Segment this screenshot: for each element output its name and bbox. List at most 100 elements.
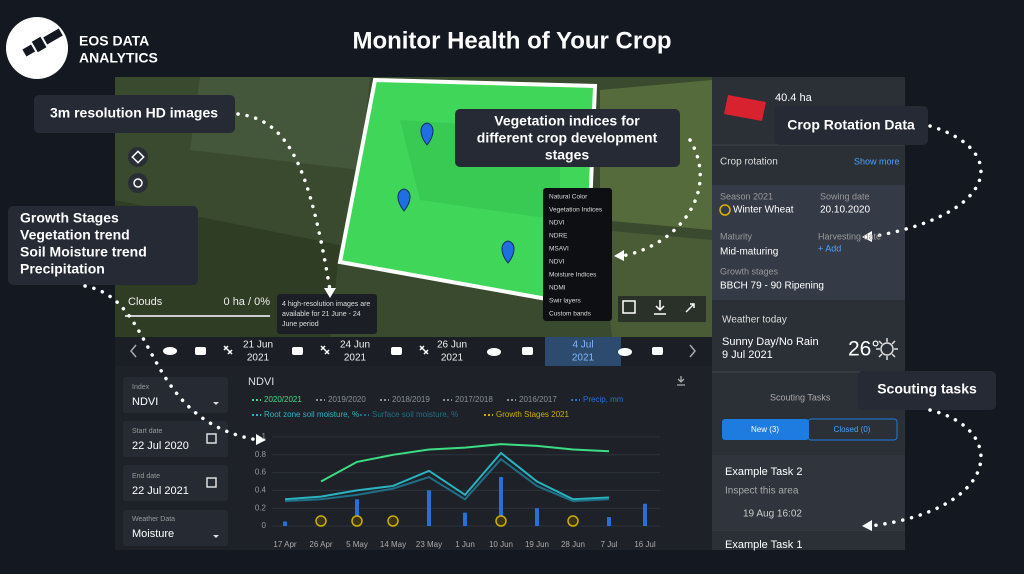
callout: Vegetation indices for [494,113,640,129]
legend-label: 2018/2019 [392,395,430,404]
logo-satellite [22,28,63,57]
index-menu-item: NDMI [549,285,566,292]
growth-stage-marker [351,515,363,527]
legend-label: Growth Stages 2021 [496,410,569,419]
y-tick-label: 0.8 [255,450,267,459]
timeline-date: 26 Jun [437,340,467,351]
precip-bar [535,508,539,526]
filter-value: NDVI [132,396,158,408]
growth-stage-marker [387,515,399,527]
index-menu-item: Vegetation Indices [549,207,603,214]
legend-label: 2019/2020 [328,395,366,404]
timeline-date: 21 Jun [243,340,273,351]
label: Harvesting date [818,231,881,241]
series-line [284,457,610,503]
value: 20.10.2020 [820,205,870,216]
label: Sowing date [820,191,870,201]
x-tick-label: 5 May [346,540,368,549]
legend-label: Precip, mm [583,395,624,404]
clouds-label: Clouds [128,296,163,308]
map-tooltip: available for 21 June - 24 [282,311,361,318]
callout: different crop development [477,130,658,146]
filter-label: End date [132,473,160,480]
tab-new[interactable] [722,419,809,440]
legend-label: 2020/2021 [264,395,302,404]
temperature: 26° [848,338,880,361]
field-shape [724,95,766,121]
map-tooltip: June period [282,321,319,328]
value: Sunny Day/No Rain [722,336,819,348]
y-tick-label: 0.2 [255,503,267,512]
index-menu-item: Custom bands [549,311,592,318]
season-card [712,185,905,300]
x-tick-label: 26 Apr [309,540,332,549]
growth-stage-marker [567,515,579,527]
timeline-selected [545,337,621,366]
timeline-date: 2021 [344,353,367,364]
timeline-date: 24 Jun [340,340,370,351]
tab-closed[interactable] [807,418,898,441]
filter-icons [206,376,685,538]
chart-title: NDVI [248,376,274,388]
value: Winter Wheat [733,205,794,216]
precip-bar [499,477,503,526]
x-tick-label: 1 Jun [455,540,475,549]
index-menu-item: Natural Color [549,194,588,201]
timeline-date: 2021 [441,353,464,364]
index-menu-item: MSAVI [549,246,569,253]
precip-bar [643,503,647,526]
field-area: 40.4 ha [775,92,813,104]
callout: Growth Stages [20,210,119,226]
callout: Scouting tasks [877,381,977,397]
label: Maturity [720,231,753,241]
task-card[interactable] [712,455,905,530]
task-title: Example Task 2 [725,466,802,478]
x-tick-label: 7 Jul [601,540,618,549]
logo-text: ANALYTICS [79,50,158,66]
precip-bar [427,490,431,526]
section-title: Weather today [722,315,787,326]
legend-label: Root zone soil moisture, % [264,410,359,419]
task-title: Example Task 1 [725,539,802,551]
x-tick-label: 16 Jul [634,540,656,549]
series-line [284,451,610,501]
growth-stage-marker [495,515,507,527]
callout: stages [545,147,590,163]
growth-stage-marker [315,515,327,527]
callout: 3m resolution HD images [50,105,218,121]
task-date: 19 Aug 16:02 [743,509,802,520]
filter-value: Moisture [132,528,174,540]
filter-boxes [123,377,228,546]
task-desc: Inspect this area [725,486,799,497]
map-tooltip: 4 high-resolution images are [282,301,370,308]
index-menu-item: Swir layers [549,298,582,305]
precip-bar [283,521,287,526]
tab-label: New (3) [751,425,779,434]
index-menu-item: Moisture Indices [549,272,597,279]
filter-value: 22 Jul 2021 [132,485,189,497]
precip-bar [463,512,467,526]
precip-bar [607,517,611,526]
timeline-icons [130,344,696,358]
y-tick-label: 1 [262,432,267,441]
logo-text: EOS DATA [79,33,149,49]
legend-label: 2017/2018 [455,395,493,404]
link: + Add [818,243,841,253]
y-tick-label: 0.4 [255,486,267,495]
section-title: Scouting Tasks [770,392,831,402]
value: 9 Jul 2021 [722,349,773,361]
timeline-date: 2021 [247,353,270,364]
callout-connectors [83,112,983,531]
x-tick-label: 10 Jun [489,540,513,549]
legend-label: Surface soil moisture, % [372,410,458,419]
filter-value: 22 Jul 2020 [132,440,189,452]
filter-label: Index [132,384,150,391]
timeline-date: 4 Jul [572,340,593,351]
precip-bar [355,499,359,526]
filter-label: Start date [132,428,162,435]
x-tick-label: 14 May [380,540,406,549]
tab-label: Closed (0) [834,425,871,434]
x-tick-label: 19 Jun [525,540,549,549]
page-title: Monitor Health of Your Crop [352,27,671,54]
